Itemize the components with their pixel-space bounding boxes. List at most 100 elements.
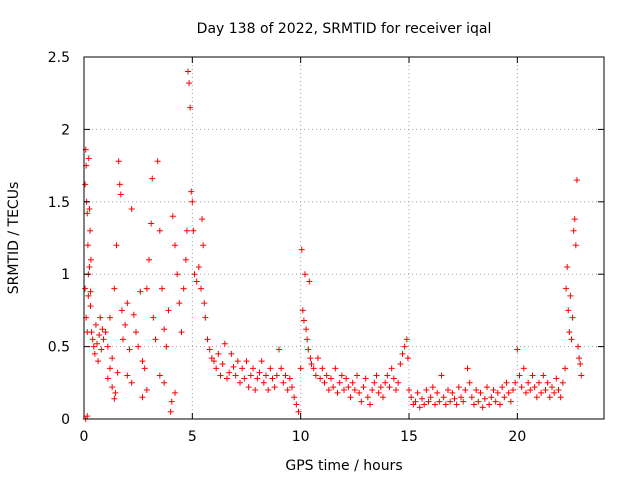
data-point [87, 303, 94, 310]
data-point [273, 372, 280, 379]
data-point [531, 384, 538, 391]
data-point [204, 336, 211, 343]
data-point [300, 317, 307, 324]
data-point [190, 227, 197, 234]
data-point [569, 314, 576, 321]
data-point [161, 326, 168, 333]
data-point [161, 379, 168, 386]
data-point [168, 398, 175, 405]
data-point [345, 384, 352, 391]
data-point [87, 288, 94, 295]
data-point [206, 346, 213, 353]
data-point [137, 288, 144, 295]
data-point [100, 336, 107, 343]
data-point [276, 346, 282, 353]
data-point [213, 365, 220, 372]
data-point [302, 271, 308, 278]
data-point [356, 389, 363, 396]
data-point [427, 394, 434, 401]
data-point [347, 394, 354, 401]
data-point [559, 379, 566, 386]
data-point [187, 104, 194, 111]
data-point [386, 384, 393, 391]
data-point [570, 227, 577, 234]
data-point [239, 365, 246, 372]
x-tick-label: 0 [80, 429, 89, 445]
data-point [226, 369, 233, 376]
data-point [185, 68, 191, 75]
data-point [128, 379, 135, 386]
data-point [102, 329, 109, 336]
data-point [512, 379, 519, 386]
data-point [198, 285, 204, 292]
data-point [114, 369, 121, 376]
data-point [373, 372, 380, 379]
data-point [289, 384, 295, 391]
data-point [332, 365, 339, 372]
data-point [104, 375, 111, 382]
data-point [397, 360, 404, 367]
data-point [568, 336, 575, 343]
data-point [349, 379, 356, 386]
data-point [169, 213, 176, 220]
data-point [139, 358, 146, 365]
data-point [404, 355, 411, 362]
y-tick-label: 1 [61, 267, 70, 283]
data-point [475, 398, 482, 405]
data-point [107, 314, 113, 321]
data-point [107, 365, 113, 372]
y-tick-labels: 0 0.5 1 1.5 2 2.5 [48, 50, 70, 428]
data-point [330, 384, 337, 391]
data-point [82, 285, 89, 292]
data-point [271, 384, 278, 391]
data-point [328, 375, 334, 382]
data-point [224, 375, 230, 382]
x-tick-label: 10 [292, 429, 310, 445]
data-point [399, 350, 406, 357]
data-point [384, 372, 391, 379]
data-point [176, 300, 183, 307]
data-point [243, 358, 250, 365]
data-point [90, 343, 97, 350]
data-point [375, 389, 382, 396]
data-point [174, 271, 181, 278]
data-point [429, 384, 436, 391]
data-point [323, 372, 330, 379]
data-point [200, 242, 207, 249]
data-point [87, 256, 94, 263]
data-point [471, 401, 477, 408]
data-point [564, 263, 571, 270]
data-point [156, 372, 163, 379]
chart-title: Day 138 of 2022, SRMTID for receiver iqa… [197, 21, 492, 37]
data-point [115, 158, 122, 165]
data-point [503, 379, 510, 386]
x-tick-label: 15 [400, 429, 418, 445]
data-point [230, 363, 237, 370]
data-point [451, 395, 458, 402]
data-point [232, 372, 239, 379]
data-point [390, 375, 397, 382]
data-point [291, 394, 298, 401]
data-point [449, 389, 456, 396]
data-point [306, 278, 313, 285]
data-point [445, 387, 451, 394]
data-point [250, 365, 256, 372]
data-point [167, 408, 174, 415]
data-point [403, 336, 410, 343]
data-point [497, 401, 503, 408]
data-point [377, 384, 384, 391]
data-point [135, 343, 142, 350]
data-point [440, 394, 447, 401]
data-point [85, 155, 92, 162]
data-point [282, 372, 289, 379]
data-point [117, 191, 124, 198]
data-point [260, 379, 267, 386]
data-point [99, 326, 106, 333]
data-point [295, 408, 302, 415]
data-point [567, 292, 574, 299]
data-point [315, 355, 321, 362]
data-point [447, 398, 454, 405]
data-point [217, 372, 224, 379]
data-point [538, 389, 545, 396]
data-point [308, 360, 315, 367]
